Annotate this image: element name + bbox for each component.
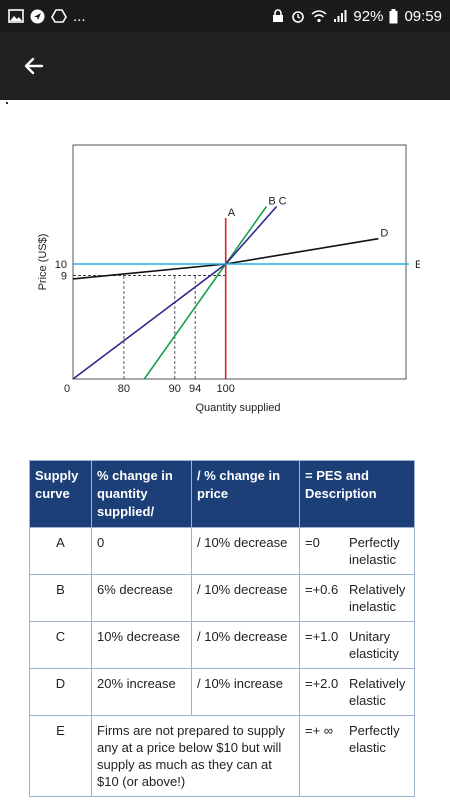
- cell-pes: =0 Perfectly inelastic: [299, 527, 415, 575]
- lock-icon: [273, 9, 284, 22]
- cell-qty: 20% increase: [91, 668, 192, 716]
- col-header-qty: % change in quantity supplied/: [91, 460, 192, 528]
- cell-pes: =+1.0 Unitary elasticity: [299, 621, 415, 669]
- col-header-price: / % change in price: [191, 460, 300, 528]
- pes-value: =+2.0: [305, 676, 339, 691]
- supply-curves-chart: A B C D E 0 80 90 94 100 910 Quantity supplied P…: [37, 144, 420, 414]
- cell-qty: 6% decrease: [91, 574, 192, 622]
- x-axis-label: Quantity supplied: [196, 402, 281, 414]
- pes-description: Perfectly inelastic: [349, 535, 400, 567]
- table-header-row: Supply curve % change in quantity suppli…: [29, 460, 415, 528]
- x-tick-label: 100: [217, 383, 235, 395]
- drive-icon: [51, 9, 67, 23]
- arrow-left-icon: [24, 57, 44, 75]
- pes-table: Supply curve % change in quantity suppli…: [29, 460, 415, 797]
- back-button[interactable]: [14, 46, 54, 86]
- text-fragment: [6, 102, 8, 104]
- cell-price: / 10% increase: [191, 668, 300, 716]
- x-tick-label: 94: [189, 383, 201, 395]
- battery-percent: 92%: [353, 7, 384, 25]
- curve-label-b: B: [268, 196, 275, 208]
- col-header-pes: = PES and Description: [299, 460, 415, 528]
- y-tick-label: 10: [55, 259, 67, 271]
- curve-label-d: D: [380, 228, 388, 240]
- table-row: D 20% increase / 10% increase =+2.0 Relat…: [29, 668, 415, 716]
- curve-label-c: C: [279, 196, 287, 208]
- pes-value: =+0.6: [305, 582, 339, 597]
- cell-qty: 10% decrease: [91, 621, 192, 669]
- col-header-curve: Supply curve: [29, 460, 92, 528]
- cell-curve: D: [29, 668, 92, 716]
- pes-description: Perfectly elastic: [349, 723, 400, 755]
- cell-pes: =+0.6 Relatively inelastic: [299, 574, 415, 622]
- plot-frame: [72, 144, 407, 380]
- pes-description: Relatively elastic: [349, 676, 406, 708]
- curve-label-e: E: [415, 259, 420, 271]
- cell-price: / 10% decrease: [191, 574, 300, 622]
- x-tick-label: 90: [169, 383, 181, 395]
- table-row: C 10% decrease / 10% decrease =+1.0 Unita…: [29, 621, 415, 669]
- alarm-icon: [292, 11, 305, 23]
- cell-price: / 10% decrease: [191, 527, 300, 575]
- battery-icon: [389, 8, 398, 23]
- status-left: ...: [8, 8, 86, 25]
- y-axis-label: Price (US$): [37, 234, 49, 291]
- table-row: E Firms are not prepared to supply any a…: [29, 715, 415, 797]
- cell-pes: =+ ∞ Perfectly elastic: [299, 715, 415, 797]
- cell-pes: =+2.0 Relatively elastic: [299, 668, 415, 716]
- signal-icon: [334, 10, 347, 22]
- x-tick-label: 0: [64, 383, 70, 395]
- cell-qty-price-merged: Firms are not prepared to supply any at …: [91, 715, 300, 797]
- cell-curve: B: [29, 574, 92, 622]
- pes-description: Relatively inelastic: [349, 582, 406, 614]
- gallery-icon: [8, 9, 24, 23]
- cell-qty: 0: [91, 527, 192, 575]
- cell-curve: E: [29, 715, 92, 797]
- status-bar: ... 92% 09:59: [0, 0, 450, 32]
- y-tick-label: 9: [61, 271, 67, 283]
- navigation-icon: [30, 9, 45, 23]
- clock: 09:59: [404, 7, 442, 25]
- table-row: A 0 / 10% decrease =0 Perfectly inelastic: [29, 527, 415, 575]
- cell-curve: C: [29, 621, 92, 669]
- cell-price: / 10% decrease: [191, 621, 300, 669]
- wifi-icon: [311, 10, 327, 23]
- notifications-more: ...: [73, 7, 86, 25]
- pes-value: =0: [305, 535, 320, 550]
- cell-curve: A: [29, 527, 92, 575]
- pes-value: =+1.0: [305, 629, 339, 644]
- app-bar: [0, 32, 450, 100]
- pes-value: =+ ∞: [305, 723, 334, 738]
- supply-curve-b: [143, 206, 268, 380]
- x-tick-label: 80: [118, 383, 130, 395]
- status-right: 92% 09:59: [271, 8, 442, 25]
- pes-description: Unitary elasticity: [349, 629, 399, 661]
- curve-label-a: A: [228, 207, 236, 219]
- table-row: B 6% decrease / 10% decrease =+0.6 Relati…: [29, 574, 415, 622]
